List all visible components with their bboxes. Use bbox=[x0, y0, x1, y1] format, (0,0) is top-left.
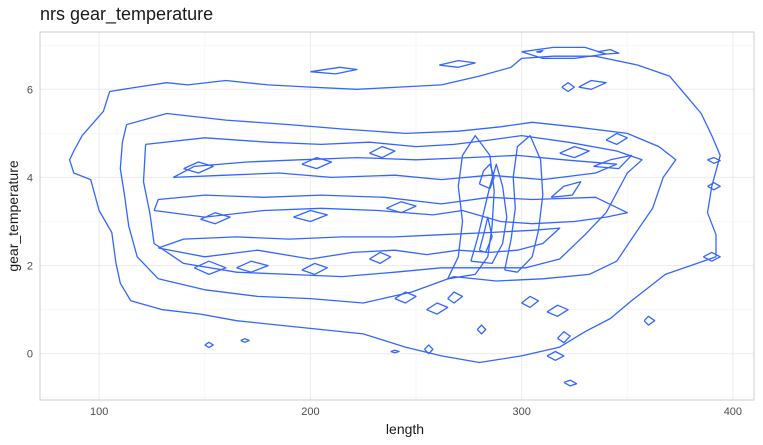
contour-line bbox=[301, 156, 333, 170]
y-tick-label: 2 bbox=[27, 261, 33, 273]
contour-line bbox=[597, 48, 620, 55]
contour-line bbox=[293, 209, 328, 223]
contour-line bbox=[369, 251, 392, 265]
grid-layer bbox=[40, 32, 754, 400]
contour-layer bbox=[68, 46, 721, 387]
contour-line bbox=[200, 212, 231, 225]
contour-line bbox=[310, 66, 358, 75]
x-tick-label: 400 bbox=[724, 406, 742, 418]
contour-line bbox=[183, 161, 214, 174]
contour-line bbox=[703, 251, 721, 262]
contour-line bbox=[204, 341, 214, 349]
contour-line bbox=[707, 182, 721, 191]
contour-line bbox=[142, 134, 643, 278]
contour-line bbox=[394, 291, 417, 304]
y-axis-title: gear_temperature bbox=[5, 160, 21, 272]
contour-line bbox=[561, 82, 576, 93]
contour-line bbox=[546, 350, 565, 361]
contour-line bbox=[578, 79, 607, 90]
contour-line bbox=[447, 291, 464, 304]
contour-line bbox=[478, 163, 495, 190]
contour-line bbox=[546, 304, 569, 317]
chart-title: nrs gear_temperature bbox=[40, 4, 214, 24]
contour-line bbox=[172, 154, 618, 181]
contour-line bbox=[478, 216, 493, 254]
contour-line bbox=[68, 55, 721, 364]
contour-line bbox=[153, 194, 628, 225]
contour-line bbox=[193, 260, 227, 276]
contour-line bbox=[119, 112, 677, 304]
contour-line bbox=[390, 349, 400, 354]
contour-line bbox=[447, 134, 495, 280]
y-tick-label: 0 bbox=[27, 349, 33, 361]
x-tick-label: 100 bbox=[90, 406, 108, 418]
contour-line bbox=[476, 324, 487, 335]
contour-line bbox=[504, 134, 544, 273]
contour-line bbox=[707, 156, 721, 164]
contour-line bbox=[424, 344, 434, 355]
y-tick-label: 4 bbox=[27, 172, 33, 184]
contour-line bbox=[470, 163, 508, 265]
contour-line bbox=[605, 132, 628, 146]
contour-line bbox=[593, 154, 633, 170]
tick-layer: 100 200 300 400 0 2 4 6 bbox=[27, 84, 742, 418]
x-axis-title: length bbox=[386, 421, 424, 437]
contour-line bbox=[236, 260, 269, 273]
contour-line bbox=[563, 379, 578, 387]
contour-line bbox=[240, 338, 250, 343]
contour-line bbox=[439, 59, 476, 68]
contour-line bbox=[158, 227, 561, 260]
contour-line bbox=[559, 145, 590, 159]
x-tick-label: 300 bbox=[512, 406, 530, 418]
y-tick-label: 6 bbox=[27, 84, 33, 96]
contour-line bbox=[550, 181, 582, 198]
plot-panel-border bbox=[39, 31, 755, 401]
contour-line bbox=[643, 315, 656, 326]
x-tick-label: 200 bbox=[301, 406, 319, 418]
contour-line bbox=[386, 201, 417, 214]
contour-line bbox=[557, 331, 571, 344]
contour-line bbox=[426, 302, 449, 315]
contour-line bbox=[536, 49, 544, 53]
contour-line bbox=[521, 295, 540, 309]
contour-line bbox=[301, 262, 328, 276]
contour-line bbox=[369, 145, 396, 159]
